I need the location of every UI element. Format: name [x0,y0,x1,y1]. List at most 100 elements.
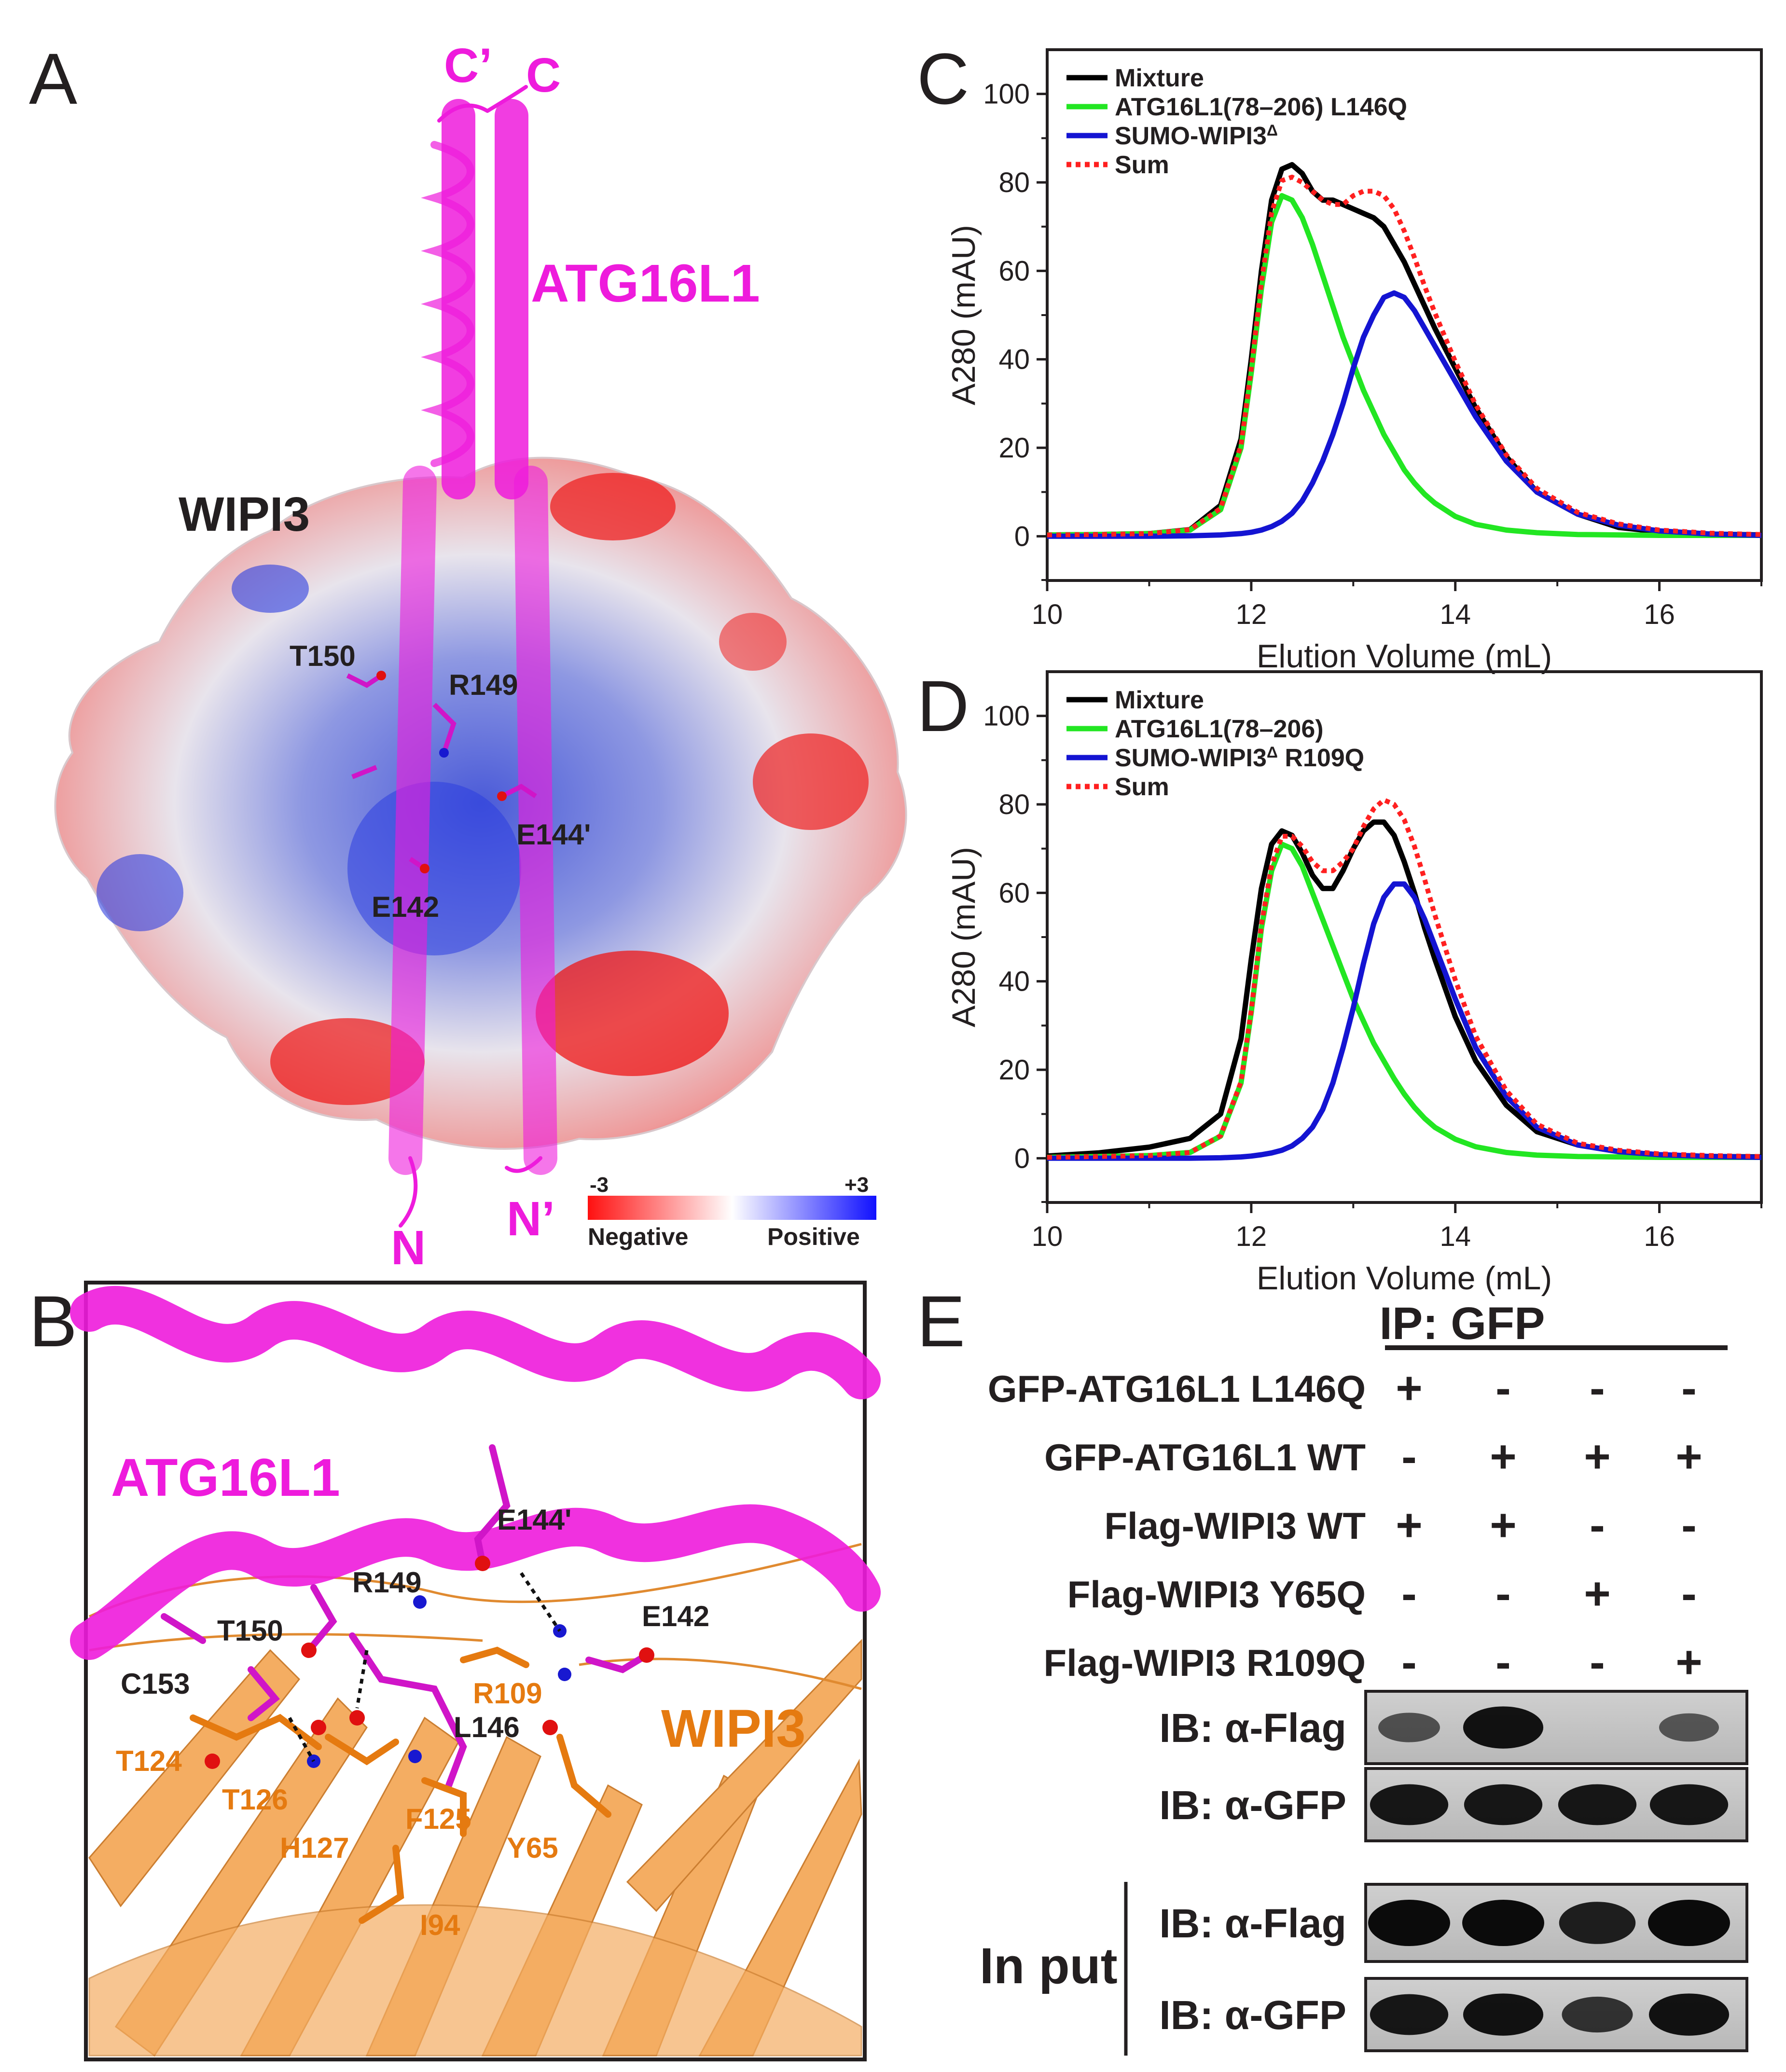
ip-flag-blot-band [1463,1706,1544,1749]
b-label-c153: C153 [121,1668,190,1700]
legend-label-3: Sum [1115,151,1169,179]
ip-gfp-blot-band [1558,1784,1637,1825]
minus-mark: - [1590,1500,1605,1551]
scale-positive-label: Positive [767,1223,860,1250]
minus-mark: - [1590,1637,1605,1688]
b-label-t124: T124 [116,1745,182,1777]
western-blots: IB: α-Flag IB: α-GFP IB: α-Flag IB: α-GFP [1159,1690,1748,2052]
minus-mark: - [1681,1568,1697,1619]
row-label: GFP-ATG16L1 WT [1044,1436,1366,1478]
ip-flag-blot-band [1659,1713,1719,1742]
label-e142: E142 [372,891,439,923]
wipi3-surface [54,456,907,1150]
b-label-wipi3: WIPI3 [661,1699,806,1758]
plus-mark: + [1490,1431,1516,1482]
ip-gfp-blot-band [1649,1784,1729,1825]
row-label: Flag-WIPI3 R109Q [1044,1642,1366,1684]
ip-header: IP: GFP [1379,1298,1545,1349]
x-tick-label: 10 [1032,1221,1063,1252]
ip-flag-blot-label: IB: α-Flag [1159,1705,1346,1751]
b-label-y65: Y65 [507,1832,558,1864]
minus-mark: - [1590,1363,1605,1414]
b-label-r109: R109 [473,1677,542,1710]
series-line-1 [1047,842,1761,1160]
panel-a: A [29,38,907,1275]
y-tick-label: 80 [998,167,1030,198]
panel-b-atoms [205,1556,654,1769]
scale-negative-label: Negative [588,1223,688,1250]
chart-c: 0 20 40 60 80 100 10 12 14 16 Elution Volume (mL) A… [945,48,1763,675]
label-c: C [526,48,561,102]
row-label: Flag-WIPI3 WT [1104,1505,1366,1547]
minus-mark: - [1401,1637,1417,1688]
legend-label-2: SUMO-WIPI3Δ [1115,122,1278,150]
y-tick-label: 80 [998,789,1030,820]
panel-c-letter: C [917,38,969,119]
label-t150: T150 [290,640,356,672]
input-gfp-blot-band [1463,1993,1544,2036]
panel-c: C 0 20 40 60 80 100 10 12 14 16 Elution Volume (mL… [917,38,1763,675]
row-label: Flag-WIPI3 Y65Q [1067,1573,1366,1616]
legend-label-0: Mixture [1115,686,1204,714]
plus-mark: + [1584,1431,1610,1482]
b-label-f125: F125 [405,1803,471,1835]
x-tick-label: 14 [1440,1221,1471,1252]
y-axis-label: A280 (mAU) [945,225,982,405]
plus-mark: + [1396,1363,1422,1414]
series-line-3 [1047,175,1762,538]
b-label-e144: E144' [497,1504,571,1536]
b-label-i94: I94 [420,1909,460,1941]
wipi3-beta-sheets [88,1639,862,2057]
input-flag-blot-label: IB: α-Flag [1159,1901,1346,1946]
panel-a-letter: A [29,38,77,119]
minus-mark: - [1495,1363,1511,1414]
series-line-2 [1047,881,1762,1161]
y-tick-label: 0 [1014,1143,1030,1174]
b-label-l146: L146 [454,1711,520,1743]
panel-d: D 0 20 40 60 80 100 10 12 14 16 Elution Volume (mL… [917,665,1763,1297]
scale-min-label: -3 [590,1173,609,1197]
ip-gfp-blot-band [1370,1784,1449,1825]
input-gfp-blot-band [1648,1993,1730,2036]
label-r149: R149 [449,669,518,701]
y-tick-label: 20 [998,1054,1030,1086]
hydrogen-bonds [288,1572,561,1762]
label-e144: E144' [516,818,591,851]
atg16l1-coiled-coil [388,85,557,1228]
minus-mark: - [1495,1568,1511,1619]
series-line-3 [1047,797,1762,1160]
x-axis-label: Elution Volume (mL) [1257,638,1552,675]
label-wipi3: WIPI3 [179,487,310,541]
y-tick-label: 40 [998,344,1030,375]
b-label-r149: R149 [352,1566,421,1599]
label-atg16l1: ATG16L1 [531,254,760,313]
panel-e: E IP: GFP GFP-ATG16L1 L146Q + - - -GFP-ATG16… [917,1281,1748,2056]
b-label-h127: H127 [280,1832,349,1864]
input-flag-blot-band [1462,1900,1544,1946]
b-label-atg16l1: ATG16L1 [111,1448,340,1507]
x-axis-label: Elution Volume (mL) [1257,1260,1552,1297]
x-tick-label: 12 [1236,599,1267,630]
x-tick-label: 16 [1644,1221,1675,1252]
y-tick-label: 20 [998,432,1030,464]
y-tick-label: 60 [998,255,1030,287]
label-n-prime: N’ [507,1192,555,1246]
legend-label-0: Mixture [1115,64,1204,92]
y-tick-label: 100 [983,701,1030,732]
y-tick-label: 40 [998,966,1030,997]
wipi3-loops [88,1543,862,1690]
b-label-e142: E142 [642,1600,709,1632]
series-line-0 [1047,162,1762,538]
label-n: N [391,1221,426,1275]
y-tick-label: 60 [998,877,1030,909]
panel-b-side-chains [161,1444,650,1924]
scale-max-label: +3 [845,1173,869,1197]
plus-mark: + [1675,1637,1702,1688]
panel-d-letter: D [917,665,969,746]
b-label-t126: T126 [222,1783,288,1816]
minus-mark: - [1681,1500,1697,1551]
plus-mark: + [1490,1500,1516,1551]
input-flag-blot-band [1559,1902,1636,1944]
ip-flag-blot-band [1378,1713,1440,1742]
